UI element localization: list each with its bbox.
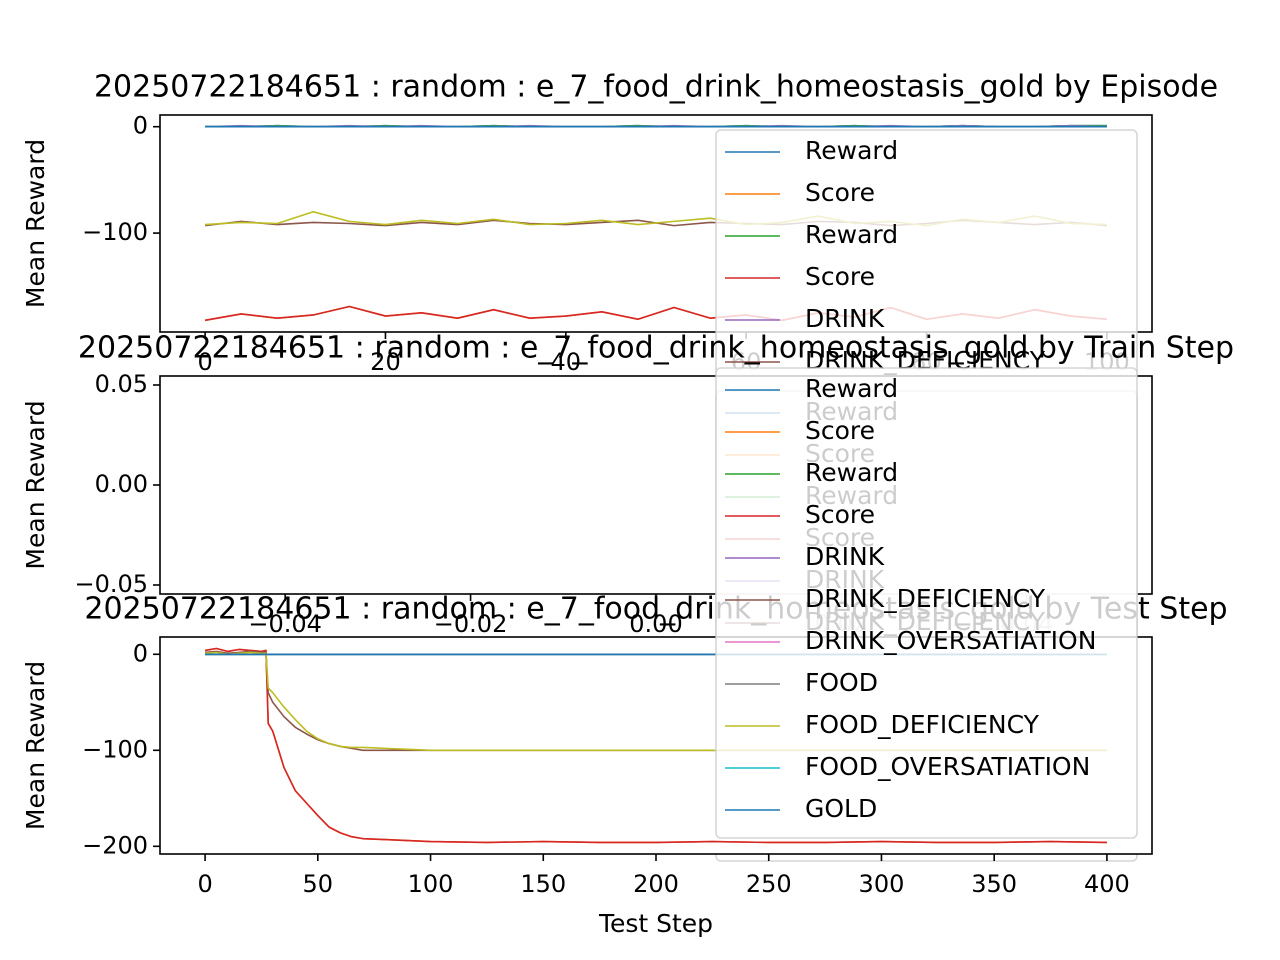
legend-label: Reward: [805, 220, 898, 249]
x-tick-label: 200: [633, 870, 679, 898]
x-tick-label: −0.04: [248, 610, 322, 638]
y-tick-label: −100: [82, 218, 148, 246]
legend-label: DRINK_OVERSATIATION: [805, 626, 1096, 655]
legend-label: Reward: [805, 458, 898, 487]
y-axis-label: Mean Reward: [21, 400, 50, 569]
legend-label: Score: [805, 262, 875, 291]
x-tick-label: 0.00: [629, 610, 682, 638]
y-axis-label: Mean Reward: [21, 139, 50, 308]
legend-label: Score: [805, 416, 875, 445]
x-tick-label: 400: [1084, 870, 1130, 898]
x-tick-label: 0: [197, 870, 212, 898]
y-tick-label: −0.05: [74, 570, 148, 598]
x-tick-label: 250: [746, 870, 792, 898]
y-tick-label: −100: [82, 735, 148, 763]
x-tick-label: 300: [859, 870, 905, 898]
y-tick-label: 0.00: [95, 470, 148, 498]
x-tick-label: 50: [303, 870, 334, 898]
legend-label: Score: [805, 500, 875, 529]
x-axis-label: Test Step: [598, 909, 713, 938]
legend-label: FOOD_OVERSATIATION: [805, 752, 1090, 781]
legend-label: DRINK: [805, 304, 885, 333]
legend-label: FOOD_DEFICIENCY: [805, 710, 1040, 739]
x-tick-label: 0: [197, 348, 212, 376]
y-tick-label: 0.05: [95, 370, 148, 398]
y-tick-label: 0: [133, 112, 148, 140]
series-line: [204, 647, 1107, 844]
y-tick-label: −200: [82, 831, 148, 859]
legend-label: Score: [805, 178, 875, 207]
x-tick-label: 40: [551, 348, 582, 376]
x-tick-label: 20: [370, 348, 401, 376]
chart-title: 20250722184651 : random : e_7_food_drink…: [78, 331, 1234, 366]
x-tick-label: 100: [408, 870, 454, 898]
legend-label: DRINK_DEFICIENCY: [805, 584, 1046, 613]
legend-label: FOOD: [805, 668, 878, 697]
legend-label: Reward: [805, 136, 898, 165]
x-tick-label: 350: [971, 870, 1017, 898]
legend-label: Reward: [805, 374, 898, 403]
legend-label: DRINK: [805, 542, 885, 571]
chart-title: 20250722184651 : random : e_7_food_drink…: [94, 70, 1218, 105]
x-tick-label: −0.02: [434, 610, 508, 638]
legend-box: [715, 367, 1138, 839]
y-tick-label: 0: [133, 639, 148, 667]
x-tick-label: 150: [520, 870, 566, 898]
axes-frame: [159, 114, 1153, 333]
y-axis-label: Mean Reward: [21, 661, 50, 830]
legend-label: GOLD: [805, 794, 877, 823]
